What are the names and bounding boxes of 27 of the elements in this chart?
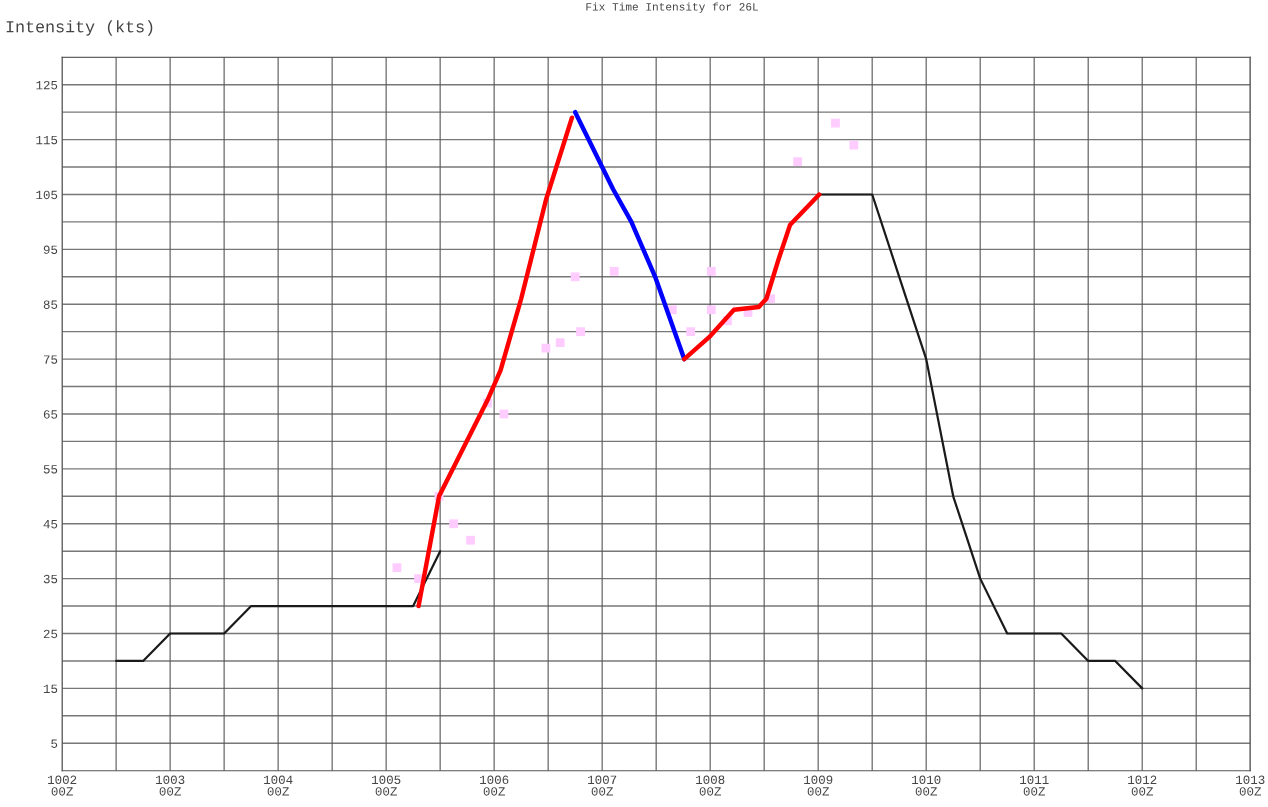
x-tick-label: 1002 00Z [48, 775, 77, 796]
x-tick-label: 1012 00Z [1128, 775, 1157, 796]
y-tick-label: 115 [36, 135, 58, 145]
y-tick-label: 75 [43, 355, 58, 364]
y-tick-label: 105 [36, 190, 58, 200]
y-tick-label: 65 [43, 410, 58, 419]
y-axis-title: Intensity (kts) [6, 20, 153, 36]
chart-title: Fix Time Intensity for 26L [586, 2, 759, 13]
x-tick-label: 1006 00Z [480, 775, 509, 796]
x-tick-label: 1013 00Z [1236, 775, 1265, 796]
y-tick-label: 85 [43, 300, 58, 309]
x-tick-label: 1004 00Z [264, 775, 293, 796]
y-tick-label: 15 [43, 684, 58, 694]
y-tick-label: 35 [43, 574, 58, 584]
y-tick-label: 45 [43, 520, 58, 529]
x-tick-label: 1003 00Z [156, 775, 185, 796]
y-tick-label: 5 [51, 739, 58, 748]
x-tick-label: 1008 00Z [696, 775, 725, 796]
x-tick-label: 1009 00Z [804, 775, 833, 796]
y-tick-label: 125 [36, 80, 58, 90]
y-tick-label: 55 [43, 465, 58, 474]
y-tick-label: 95 [43, 245, 58, 255]
x-tick-label: 1010 00Z [912, 775, 941, 796]
y-tick-label: 25 [43, 629, 58, 639]
x-tick-label: 1007 00Z [588, 775, 617, 796]
x-tick-label: 1005 00Z [372, 775, 401, 796]
x-tick-label: 1011 00Z [1020, 775, 1049, 796]
